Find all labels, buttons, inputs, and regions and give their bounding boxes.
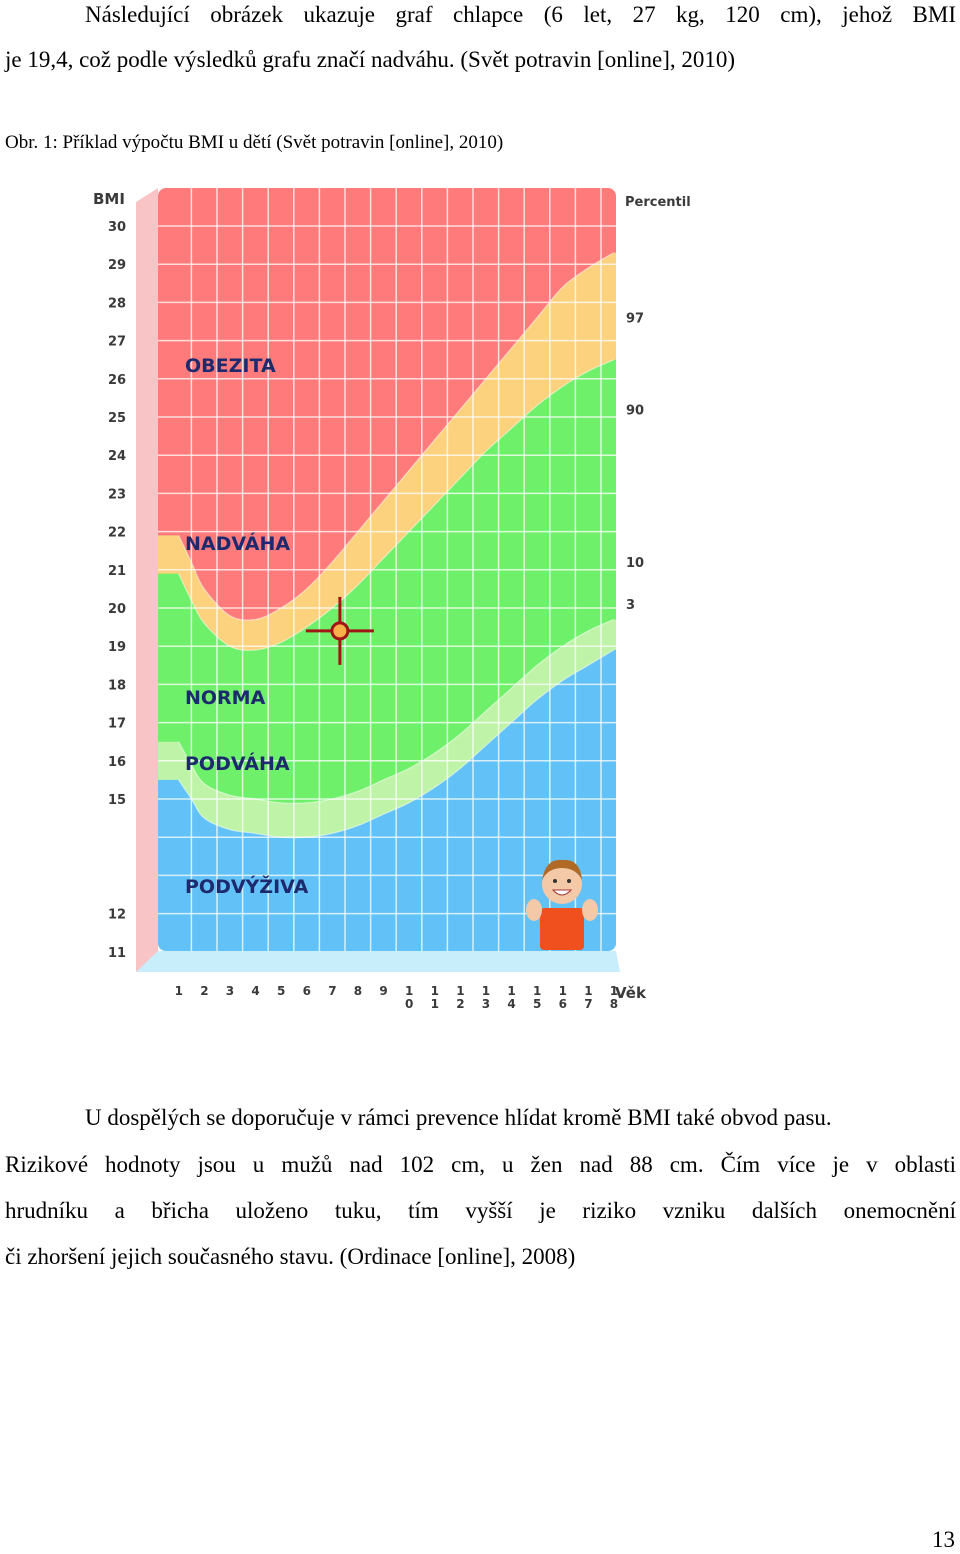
y-tick-label: 28	[108, 296, 126, 311]
boy-eye-left	[553, 879, 557, 883]
y-tick-label: 29	[108, 258, 126, 273]
y-tick-label: 20	[108, 602, 126, 617]
bmi-chart: BMI Percentil Věk 1112151617181920212223…	[93, 188, 691, 1011]
x-tick-label: 7	[328, 984, 336, 998]
y-tick-label: 21	[108, 564, 126, 579]
x-tick-label: 6	[303, 984, 311, 998]
y-tick-label: 25	[108, 411, 126, 426]
y-tick-label: 16	[108, 755, 126, 770]
marker-circle	[330, 621, 350, 641]
chart-grid	[158, 188, 616, 951]
back-panel	[136, 188, 620, 972]
y-tick-label: 26	[108, 373, 126, 388]
body-line-4: či zhoršení jejich současného stavu. (Or…	[5, 1244, 576, 1269]
boy-shirt	[540, 908, 584, 950]
percentile-label: 90	[626, 403, 644, 418]
body-line-3: hrudníku a břicha uloženo tuku, tím vyšš…	[5, 1198, 956, 1223]
y-tick-label: 30	[108, 220, 126, 235]
y-axis-title: BMI	[93, 190, 125, 208]
x-tick-label: 4	[251, 984, 259, 998]
boy-picture	[526, 859, 598, 950]
x-axis-title: Věk	[615, 984, 647, 1002]
boy-face	[542, 864, 582, 904]
boy-hair	[542, 859, 582, 880]
y-tick-label: 23	[108, 487, 126, 502]
percentile-labels: 97 90 10 3	[626, 312, 644, 614]
y-tick-label: 18	[108, 678, 126, 693]
percentile-curve-10	[178, 618, 615, 804]
percentile-label: 10	[626, 556, 644, 571]
percentile-label: 3	[626, 598, 635, 613]
percentile-label: 97	[626, 312, 644, 327]
body-line-2: Rizikové hodnoty jsou u mužů nad 102 cm,…	[5, 1152, 956, 1177]
page-number: 13	[932, 1527, 955, 1552]
back-panel-side	[136, 188, 158, 972]
zone-label-nadvaha: NADVÁHA	[185, 532, 290, 555]
figure-caption: Obr. 1: Příklad výpočtu BMI u dětí (Svět…	[5, 132, 504, 153]
right-axis-title: Percentil	[625, 195, 691, 210]
x-tick-label: 9	[379, 984, 387, 998]
y-tick-label: 15	[108, 793, 126, 808]
x-tick-label: 5	[277, 984, 285, 998]
body-line-1: U dospělých se doporučuje v rámci preven…	[85, 1105, 832, 1130]
percentile-curve-3	[178, 649, 615, 839]
x-tick-label: 2	[200, 984, 208, 998]
y-tick-label: 27	[108, 335, 126, 350]
zone-label-podvyziva: PODVÝŽIVA	[185, 874, 309, 898]
x-tick-label: 3	[226, 984, 234, 998]
boy-smile	[551, 889, 573, 896]
percentile-curve-90	[178, 359, 615, 651]
x-tick-label: 8	[354, 984, 362, 998]
back-panel-bottom	[136, 951, 620, 972]
y-tick-label: 17	[108, 717, 126, 732]
bmi-marker	[305, 596, 374, 665]
zone-label-podvaha: PODVÁHA	[185, 752, 290, 775]
boy-thumb-right	[582, 899, 598, 921]
y-tick-labels: 11 12 15 16 17 18 19 20 21 22 23 24 25 26 27 28 29 30	[108, 220, 126, 961]
boy-eye-right	[567, 879, 571, 883]
boy-thumb-left	[526, 899, 542, 921]
intro-line-2: je 19,4, což podle výsledků grafu značí …	[5, 47, 736, 72]
y-tick-label: 12	[108, 908, 126, 923]
zone-label-obezita: OBEZITA	[185, 355, 276, 377]
y-tick-label: 11	[108, 946, 126, 961]
y-tick-label: 22	[108, 526, 126, 541]
percentile-curve-97	[178, 252, 615, 621]
y-tick-label: 24	[108, 449, 126, 464]
percentile-curves	[178, 252, 615, 839]
zone-label-norma: NORMA	[185, 687, 266, 709]
intro-line-1: Následující obrázek ukazuje graf chlapce…	[85, 2, 956, 27]
x-tick-label: 1	[175, 984, 183, 998]
x-tick-labels: 1 2 3 4 5 6 7 8 9 1 01 11 21 31 41 51 61 71 8	[175, 984, 619, 1011]
y-tick-label: 19	[108, 640, 126, 655]
